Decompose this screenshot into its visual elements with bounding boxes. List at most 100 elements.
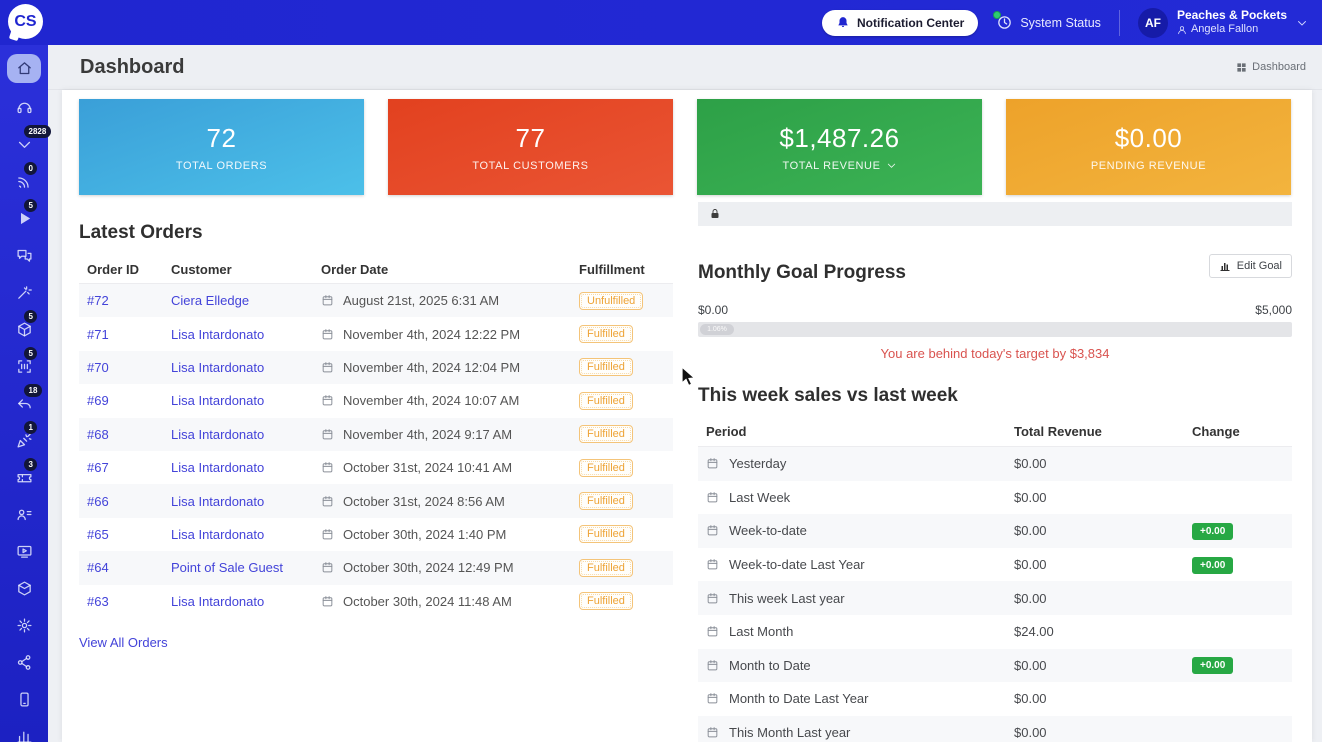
order-id-link[interactable]: #67 xyxy=(87,460,109,476)
app-logo[interactable]: CS xyxy=(8,4,43,39)
fulfillment-badge: Fulfilled xyxy=(579,391,633,410)
customer-link[interactable]: Lisa Intardonato xyxy=(171,493,265,509)
sales-row: This Month Last year $0.00 xyxy=(698,715,1292,742)
store-name: Peaches & Pockets xyxy=(1176,8,1287,23)
system-status-button[interactable]: System Status xyxy=(993,11,1101,31)
sidebar-item-integrations[interactable] xyxy=(7,649,41,675)
customer-link[interactable]: Lisa Intardonato xyxy=(171,460,265,476)
total-revenue-card[interactable]: $1,487.26 TOTAL REVENUE xyxy=(697,99,982,195)
calendar-icon xyxy=(322,562,333,573)
status-dot xyxy=(993,11,1002,19)
notification-center-label: Notification Center xyxy=(857,15,965,30)
sidebar-item-scan[interactable]: 5 xyxy=(7,347,41,379)
calendar-icon xyxy=(322,529,333,540)
order-id-link[interactable]: #64 xyxy=(87,560,109,576)
calendar-icon xyxy=(322,495,333,506)
sidebar-item-mobile-app[interactable] xyxy=(7,686,41,712)
order-id-link[interactable]: #63 xyxy=(87,593,109,609)
sidebar-item-products[interactable]: 5 xyxy=(7,310,41,342)
customer-link[interactable]: Lisa Intardonato xyxy=(171,393,265,409)
bar-chart-icon xyxy=(16,731,32,742)
fulfillment-badge: Fulfilled xyxy=(579,325,633,344)
order-id-link[interactable]: #71 xyxy=(87,326,109,342)
sidebar-item-messages[interactable] xyxy=(7,242,41,268)
pending-revenue-value: $0.00 xyxy=(1114,122,1183,153)
package-icon xyxy=(17,321,31,337)
edit-goal-button[interactable]: Edit Goal xyxy=(1208,254,1292,278)
calendar-icon xyxy=(322,395,333,406)
customer-link[interactable]: Point of Sale Guest xyxy=(171,560,284,576)
clock-history-icon xyxy=(998,16,1012,29)
calendar-icon xyxy=(322,595,333,607)
notification-center-button[interactable]: Notification Center xyxy=(822,9,979,36)
chevron-down-icon[interactable] xyxy=(886,160,897,171)
play-icon xyxy=(20,212,30,224)
screen-play-icon xyxy=(16,545,32,558)
order-id-link[interactable]: #65 xyxy=(87,526,109,542)
order-id-link[interactable]: #68 xyxy=(87,426,109,442)
sidebar-item-returns[interactable]: 18 xyxy=(7,384,42,416)
sales-row: This week Last year $0.00 xyxy=(698,581,1292,615)
customer-list-icon xyxy=(16,509,32,520)
order-id-link[interactable]: #66 xyxy=(87,493,109,509)
sidebar-item-settings[interactable] xyxy=(7,612,41,638)
sidebar-item-coupons[interactable]: 3 xyxy=(7,458,41,490)
order-row: #69 Lisa Intardonato November 4th, 2024 10… xyxy=(79,384,673,417)
sidebar-item-automation[interactable] xyxy=(7,279,41,305)
gear-icon xyxy=(16,617,32,633)
sidebar-item-promotions[interactable]: 1 xyxy=(7,421,41,453)
order-id-link[interactable]: #69 xyxy=(87,393,109,409)
customer-link[interactable]: Lisa Intardonato xyxy=(171,593,265,609)
user-menu[interactable]: AF Peaches & Pockets Angela Fallon xyxy=(1137,7,1308,38)
order-row: #64 Point of Sale Guest October 30th, 2024… xyxy=(79,551,673,585)
sidebar-item-home[interactable] xyxy=(7,54,41,83)
sales-row: Month to Date Last Year $0.00 xyxy=(698,682,1292,716)
customer-link[interactable]: Lisa Intardonato xyxy=(171,359,265,375)
customer-link[interactable]: Lisa Intardonato xyxy=(171,526,265,542)
calendar-icon xyxy=(707,458,718,469)
customer-link[interactable]: Lisa Intardonato xyxy=(171,326,265,342)
order-id-link[interactable]: #72 xyxy=(87,293,109,309)
total-customers-value: 77 xyxy=(515,122,546,153)
sidebar-item-engagement[interactable]: 2828 xyxy=(7,125,51,157)
goal-warning-text: You are behind today's target by $3,834 xyxy=(880,346,1110,361)
goal-min: $0.00 xyxy=(698,303,729,317)
sidebar-item-media[interactable] xyxy=(7,538,41,564)
customer-link[interactable]: Ciera Elledge xyxy=(171,293,250,309)
fulfillment-badge: Fulfilled xyxy=(579,458,633,477)
phone-icon xyxy=(19,691,29,707)
sidebar-item-support[interactable] xyxy=(7,94,41,120)
total-customers-label: TOTAL CUSTOMERS xyxy=(472,159,589,172)
col-period: Period xyxy=(706,424,747,439)
chevron-down-icon[interactable] xyxy=(1296,17,1308,29)
order-row: #72 Ciera Elledge August 21st, 2025 6:31 A… xyxy=(79,284,673,318)
sidebar-item-packages[interactable] xyxy=(7,575,41,601)
sidebar-item-reports[interactable] xyxy=(7,723,41,742)
pending-revenue-card[interactable]: $0.00 PENDING REVENUE xyxy=(1006,99,1291,195)
col-change: Change xyxy=(1192,424,1240,439)
magic-wand-icon xyxy=(17,285,32,299)
order-row: #65 Lisa Intardonato October 30th, 2024 1:… xyxy=(79,518,673,551)
sidebar: 2828 0 5 5 5 18 1 3 xyxy=(0,45,51,742)
fulfillment-badge: Fulfilled xyxy=(579,358,633,377)
fulfillment-badge: Fulfilled xyxy=(579,492,633,511)
sidebar-item-live[interactable]: 0 xyxy=(7,162,41,194)
sidebar-item-customers[interactable] xyxy=(7,501,41,527)
change-badge-positive: +0.00 xyxy=(1192,657,1234,675)
sidebar-item-replays[interactable]: 5 xyxy=(7,199,41,231)
goal-progress-fill: 1.06% xyxy=(700,324,734,335)
col-order-id: Order ID xyxy=(87,262,140,277)
view-all-orders-link[interactable]: View All Orders xyxy=(79,634,168,650)
top-navbar: CS Notification Center System Status AF … xyxy=(0,0,1322,45)
breadcrumb[interactable]: Dashboard xyxy=(1236,61,1306,73)
change-badge-positive: +0.00 xyxy=(1192,556,1234,574)
order-id-link[interactable]: #70 xyxy=(87,359,109,375)
total-orders-card[interactable]: 72 TOTAL ORDERS xyxy=(79,99,364,195)
change-badge-positive: +0.00 xyxy=(1192,522,1234,540)
broadcast-icon xyxy=(17,176,29,188)
fulfillment-badge: Fulfilled xyxy=(579,592,633,611)
ticket-icon xyxy=(16,473,32,482)
total-customers-card[interactable]: 77 TOTAL CUSTOMERS xyxy=(388,99,673,195)
orders-table-header: Order ID Customer Order Date Fulfillment xyxy=(79,256,673,284)
customer-link[interactable]: Lisa Intardonato xyxy=(171,426,265,442)
